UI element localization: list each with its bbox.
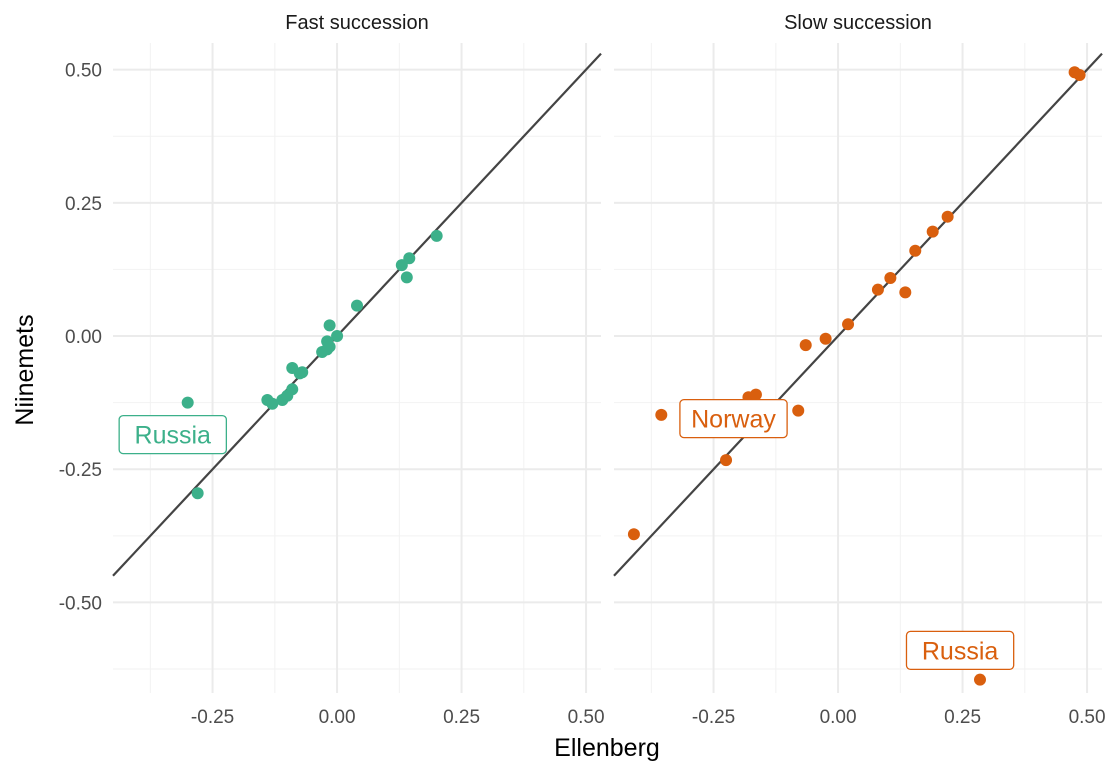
x-axis-title: Ellenberg	[554, 734, 660, 762]
x-tick-label: 0.50	[568, 707, 605, 728]
data-point	[792, 404, 805, 417]
y-tick-label: 0.50	[65, 61, 102, 82]
x-tick-label: 0.25	[944, 707, 981, 728]
data-point	[974, 673, 986, 686]
data-point	[181, 396, 194, 409]
x-tick-label: -0.25	[692, 707, 735, 728]
reference-line	[112, 52, 602, 577]
annotation-label: Russia	[905, 630, 1015, 671]
data-point	[266, 397, 279, 410]
chart-panels: Russia Fast succession Norway Russia Slow su…	[112, 12, 1103, 693]
data-point	[926, 225, 939, 238]
annotation-box	[905, 630, 1015, 671]
data-point	[351, 299, 363, 312]
data-point	[655, 408, 668, 421]
y-tick-label: 0.25	[65, 194, 102, 215]
data-point	[749, 388, 762, 401]
data-point	[286, 383, 299, 396]
data-point	[323, 340, 336, 353]
data-point	[403, 252, 416, 265]
panel-title: Fast succession	[285, 12, 428, 34]
data-point	[1073, 68, 1086, 81]
data-point	[941, 210, 954, 223]
data-point	[323, 319, 336, 332]
annotation-text: Russia	[135, 422, 212, 450]
x-tick-label: 0.00	[319, 707, 356, 728]
y-tick-label: -0.25	[59, 460, 102, 481]
data-point	[799, 339, 812, 352]
data-point	[627, 528, 640, 541]
data-point	[331, 330, 344, 343]
panel-fast: Russia Fast succession	[112, 12, 602, 693]
y-axis-title: Niinemets	[11, 314, 39, 425]
x-tick-label: -0.25	[191, 707, 234, 728]
data-point	[296, 366, 309, 379]
panel-slow: Norway Russia Slow succession	[613, 12, 1103, 693]
data-point	[899, 286, 912, 299]
annotation-box	[118, 414, 228, 455]
annotation-text: Norway	[691, 406, 776, 434]
annotation-text: Russia	[922, 637, 999, 665]
x-tick-label: 0.25	[443, 707, 480, 728]
annotation-box	[679, 398, 788, 439]
data-point	[909, 244, 922, 257]
y-axis: -0.50 -0.25 0.00 0.25 0.50	[59, 61, 102, 615]
x-tick-label: 0.00	[820, 707, 857, 728]
data-point	[191, 487, 204, 500]
data-point	[819, 332, 832, 345]
y-tick-label: 0.00	[65, 327, 102, 348]
panel-title: Slow succession	[784, 12, 932, 34]
data-point	[884, 271, 897, 284]
data-point	[842, 318, 855, 331]
y-tick-label: -0.50	[59, 593, 102, 614]
x-tick-label: 0.50	[1069, 707, 1106, 728]
data-point	[430, 229, 443, 242]
annotation-label: Russia	[118, 414, 228, 455]
annotation-label: Norway	[679, 398, 788, 439]
data-point	[871, 283, 884, 296]
data-point	[720, 454, 733, 467]
data-point	[400, 271, 413, 284]
x-axis: -0.25 0.00 0.25 0.50 -0.25 0.00 0.25 0.50	[191, 707, 1106, 728]
reference-line	[613, 52, 1103, 577]
